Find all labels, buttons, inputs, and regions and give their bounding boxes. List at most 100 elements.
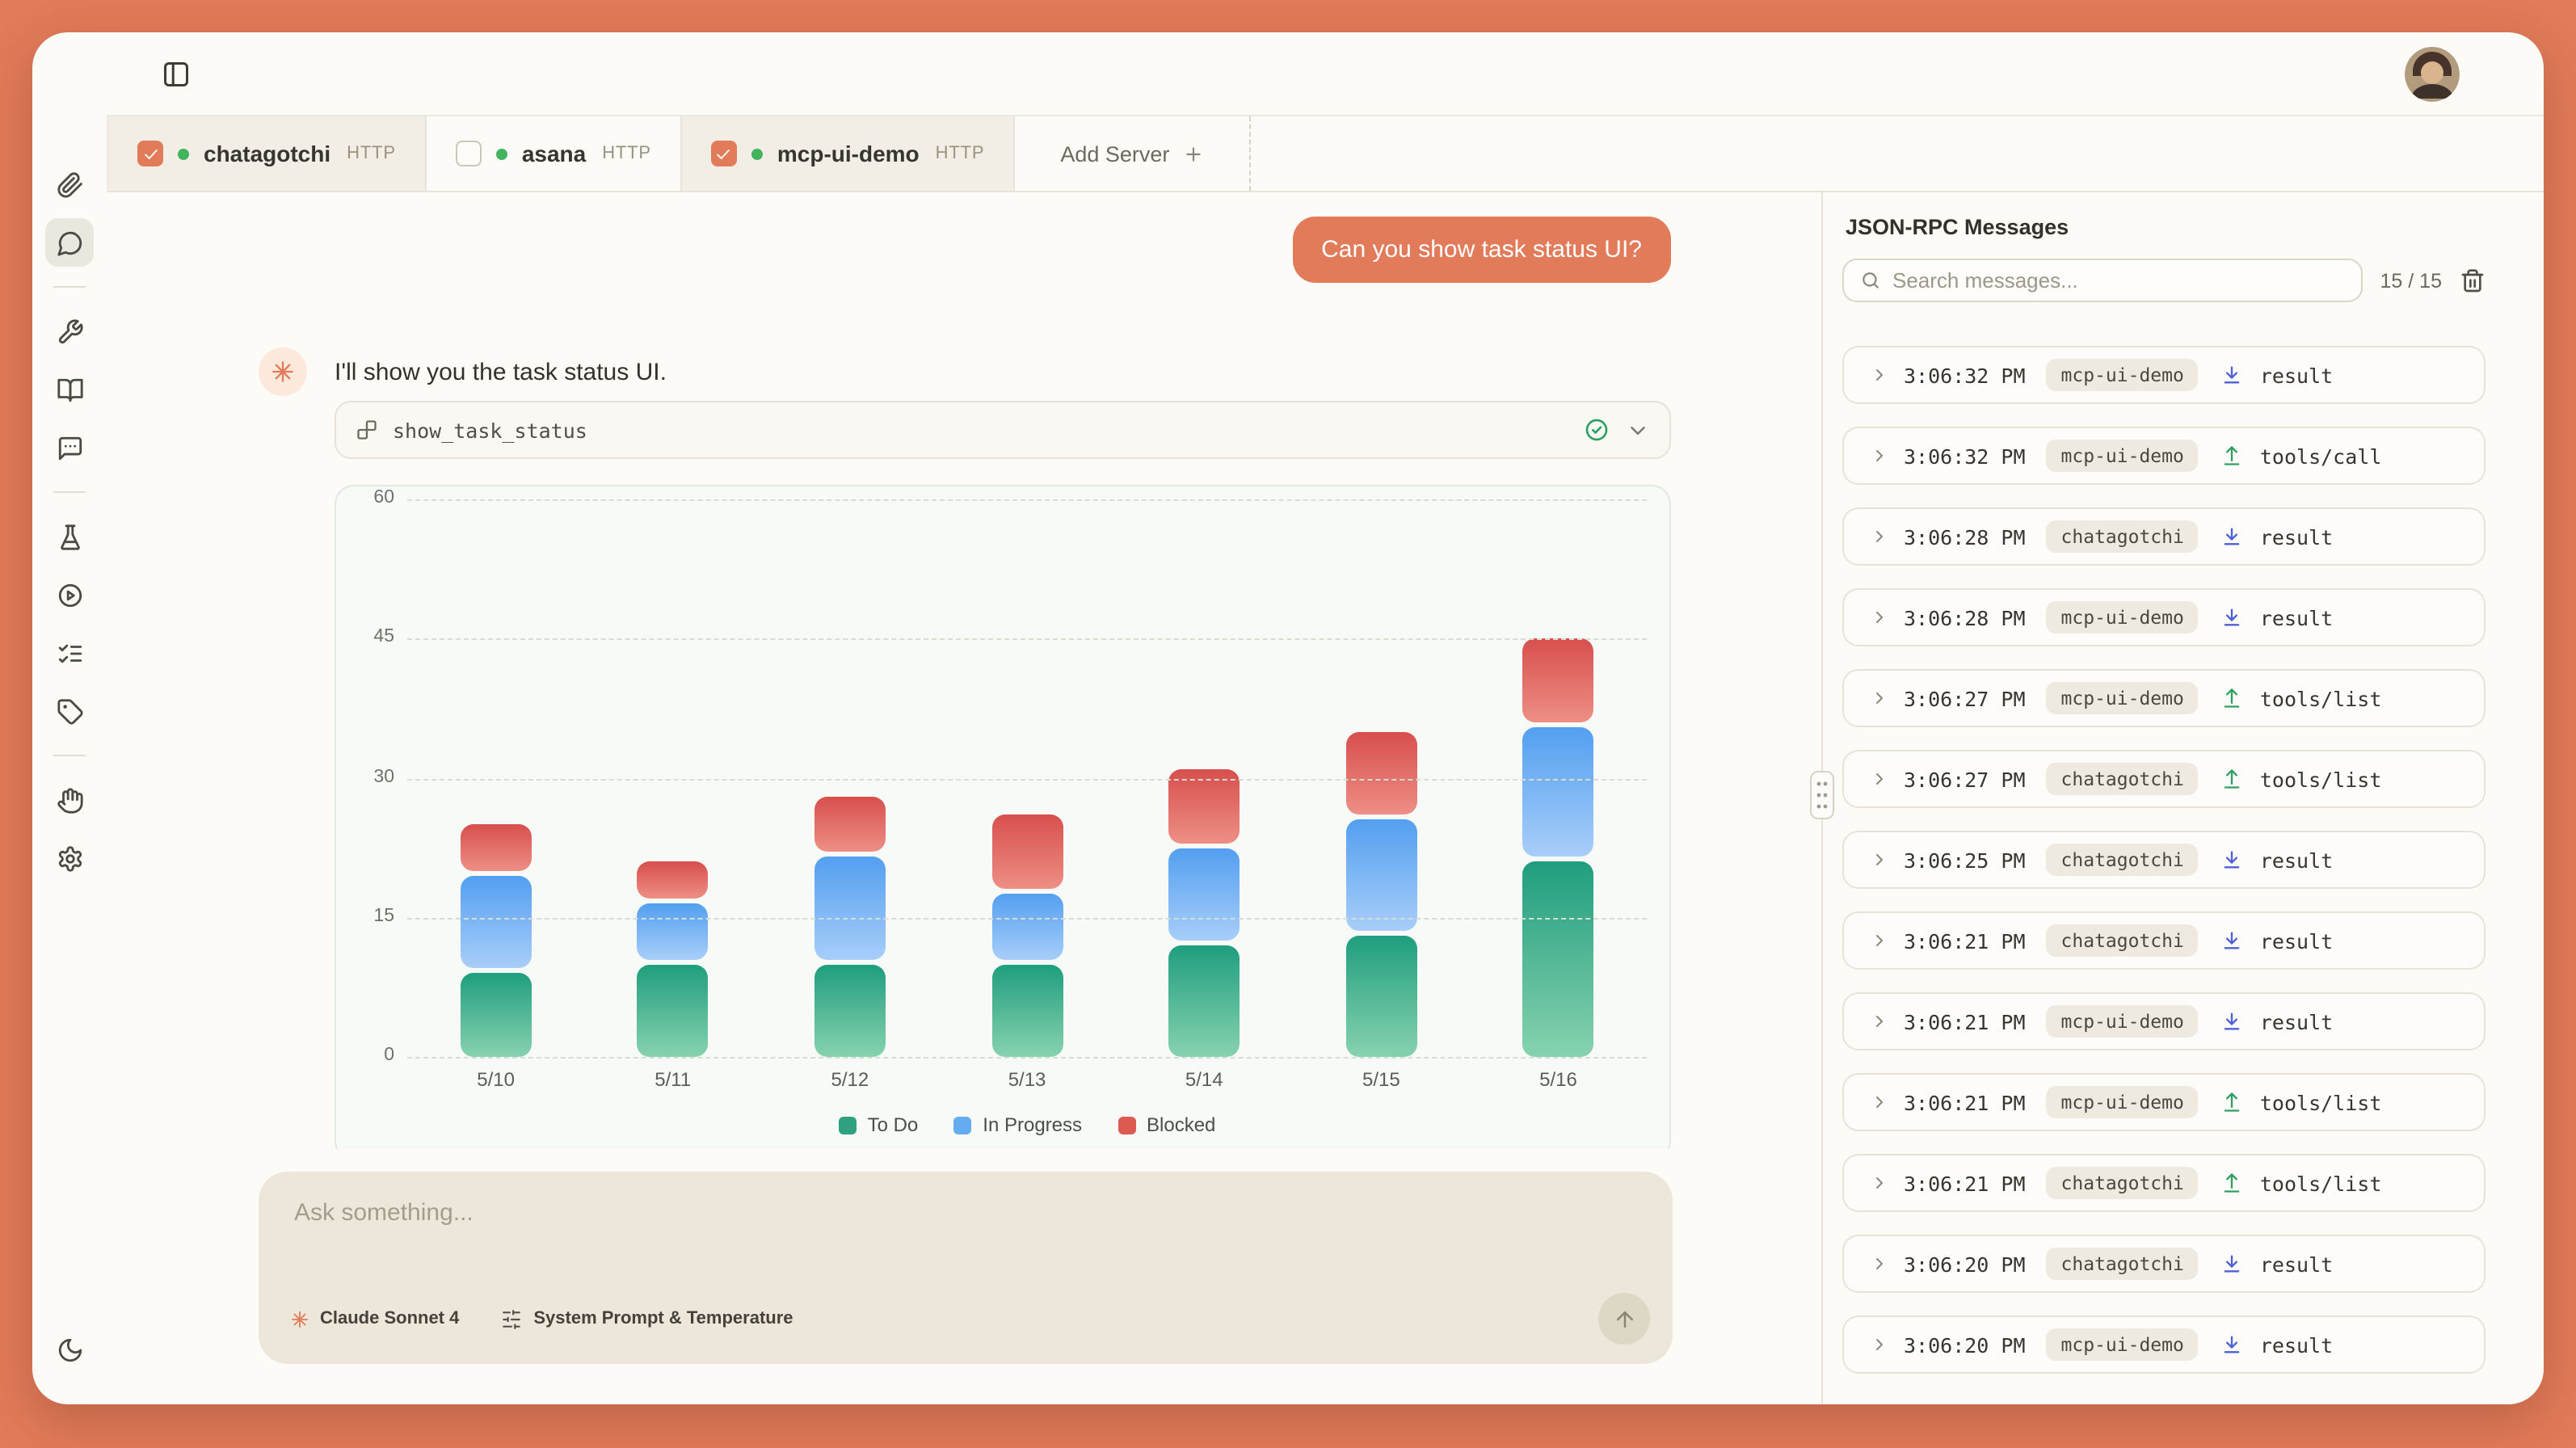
status-dot xyxy=(495,148,507,159)
panel-resize-handle[interactable] xyxy=(1810,771,1834,819)
app-window: chatagotchi HTTP asana HTTP mcp-ui-demo HTTP … xyxy=(32,32,2544,1404)
tool-call-card[interactable]: show_task_status xyxy=(335,401,1671,459)
sidebar-item-tag[interactable] xyxy=(45,687,94,735)
rpc-message-row[interactable]: 3:06:21 PM mcp-ui-demo result xyxy=(1842,992,2486,1050)
sidebar-item-hand[interactable] xyxy=(45,776,94,824)
bar-segment-blocked xyxy=(814,796,886,852)
trash-icon[interactable] xyxy=(2460,267,2486,293)
sidebar-item-paperclip[interactable] xyxy=(45,160,94,208)
book-open-icon xyxy=(56,376,83,403)
system-prompt-label: System Prompt & Temperature xyxy=(533,1309,793,1328)
add-server-button[interactable]: Add Server xyxy=(1015,116,1251,191)
system-prompt-button[interactable]: System Prompt & Temperature xyxy=(501,1308,793,1329)
chevron-right-icon xyxy=(1870,1092,1889,1112)
x-axis-label: 5/16 xyxy=(1539,1068,1577,1091)
search-input[interactable] xyxy=(1892,268,2345,293)
message-input-card[interactable]: Claude Sonnet 4 System Prompt & Temperat… xyxy=(259,1172,1673,1364)
message-method: tools/list xyxy=(2259,1171,2382,1195)
bar-segment-to-do xyxy=(991,964,1063,1057)
wrench-icon xyxy=(56,318,83,345)
sidebar-item-flask[interactable] xyxy=(45,512,94,561)
model-selector[interactable]: Claude Sonnet 4 xyxy=(291,1309,459,1328)
y-axis-label: 30 xyxy=(373,767,394,786)
tool-call-name: show_task_status xyxy=(393,418,587,442)
sidebar-item-list-checks[interactable] xyxy=(45,629,94,677)
server-protocol: HTTP xyxy=(935,144,985,163)
rpc-message-list: 3:06:32 PM mcp-ui-demo result 3:06:32 PM mcp… xyxy=(1842,346,2486,1404)
chevron-right-icon xyxy=(1870,1335,1889,1354)
server-badge: chatagotchi xyxy=(2046,520,2199,553)
rpc-message-row[interactable]: 3:06:25 PM chatagotchi result xyxy=(1842,831,2486,889)
server-tab-asana[interactable]: asana HTTP xyxy=(427,116,682,191)
rpc-message-row[interactable]: 3:06:20 PM chatagotchi result xyxy=(1842,1235,2486,1293)
checkbox-checked[interactable] xyxy=(710,141,737,166)
server-badge: chatagotchi xyxy=(2046,763,2199,795)
sidebar-toggle-icon[interactable] xyxy=(162,59,191,88)
chevron-right-icon xyxy=(1870,1254,1889,1273)
rpc-message-row[interactable]: 3:06:21 PM chatagotchi result xyxy=(1842,911,2486,970)
bar-segment-blocked xyxy=(991,814,1063,890)
sidebar-item-wrench[interactable] xyxy=(45,307,94,356)
rpc-message-row[interactable]: 3:06:21 PM mcp-ui-demo tools/list xyxy=(1842,1073,2486,1131)
rpc-panel: JSON-RPC Messages 15 / 15 3:06:32 PM mcp-… xyxy=(1823,192,2544,1404)
server-tab-chatagotchi[interactable]: chatagotchi HTTP xyxy=(108,116,427,191)
message-count: 15 / 15 xyxy=(2380,269,2442,292)
bar-segment-in-progress xyxy=(1168,848,1240,941)
bar-segment-to-do xyxy=(814,964,886,1057)
claude-spark-icon xyxy=(291,1310,309,1328)
assistant-avatar xyxy=(259,347,307,396)
stacked-bar xyxy=(814,796,886,1057)
play-circle-icon xyxy=(56,581,83,608)
legend-swatch xyxy=(1118,1116,1135,1134)
x-axis-label: 5/14 xyxy=(1185,1068,1223,1091)
user-avatar[interactable] xyxy=(2405,46,2460,101)
legend-item: To Do xyxy=(838,1113,918,1136)
sidebar-item-moon[interactable] xyxy=(45,1325,94,1374)
bar-segment-in-progress xyxy=(460,875,532,969)
chevron-right-icon xyxy=(1870,608,1889,627)
rpc-message-row[interactable]: 3:06:28 PM chatagotchi result xyxy=(1842,507,2486,566)
request-arrow-icon xyxy=(2221,768,2244,790)
sidebar-item-chat-bubble[interactable] xyxy=(45,218,94,267)
chat-column: Can you show task status UI? I'll show y… xyxy=(107,192,1821,1404)
bar-segment-in-progress xyxy=(814,857,886,959)
search-box[interactable] xyxy=(1842,259,2363,302)
gridline xyxy=(407,917,1647,920)
rpc-message-row[interactable]: 3:06:32 PM mcp-ui-demo tools/call xyxy=(1842,427,2486,485)
search-icon xyxy=(1860,270,1881,291)
sidebar-item-book-open[interactable] xyxy=(45,365,94,414)
status-dot xyxy=(751,148,763,159)
chat-messages: Can you show task status UI? I'll show y… xyxy=(107,192,1821,1149)
message-input[interactable] xyxy=(259,1172,1543,1261)
message-method: result xyxy=(2259,524,2334,549)
send-button[interactable] xyxy=(1598,1293,1650,1345)
message-method: tools/list xyxy=(2259,767,2382,791)
rpc-message-row[interactable]: 3:06:20 PM mcp-ui-demo result xyxy=(1842,1315,2486,1374)
rpc-message-row[interactable]: 3:06:32 PM mcp-ui-demo result xyxy=(1842,346,2486,404)
response-arrow-icon xyxy=(2221,1010,2244,1033)
request-arrow-icon xyxy=(2221,444,2244,467)
response-arrow-icon xyxy=(2221,606,2244,629)
legend-item: In Progress xyxy=(953,1113,1082,1136)
rpc-message-row[interactable]: 3:06:27 PM mcp-ui-demo tools/list xyxy=(1842,669,2486,727)
tool-blocks-icon xyxy=(356,419,378,441)
sidebar-divider xyxy=(53,491,86,493)
chevron-right-icon xyxy=(1870,850,1889,869)
sidebar-item-message-square[interactable] xyxy=(45,423,94,472)
server-tabs: chatagotchi HTTP asana HTTP mcp-ui-demo HTTP … xyxy=(107,116,2544,192)
message-method: result xyxy=(2259,1332,2334,1357)
sidebar-item-gear[interactable] xyxy=(45,834,94,882)
checkbox-checked[interactable] xyxy=(137,141,163,166)
rpc-message-row[interactable]: 3:06:28 PM mcp-ui-demo result xyxy=(1842,588,2486,646)
message-method: result xyxy=(2259,1252,2334,1276)
plus-icon xyxy=(1182,143,1203,164)
sidebar-item-play-circle[interactable] xyxy=(45,570,94,619)
checkbox-unchecked[interactable] xyxy=(455,141,482,166)
bar-segment-in-progress xyxy=(1522,726,1594,857)
chevron-down-icon[interactable] xyxy=(1626,418,1650,442)
rpc-message-row[interactable]: 3:06:27 PM chatagotchi tools/list xyxy=(1842,750,2486,808)
rpc-message-row[interactable]: 3:06:21 PM chatagotchi tools/list xyxy=(1842,1154,2486,1212)
y-axis-label: 15 xyxy=(373,906,394,926)
main-content: chatagotchi HTTP asana HTTP mcp-ui-demo HTTP … xyxy=(107,32,2544,1404)
server-tab-mcp-ui-demo[interactable]: mcp-ui-demo HTTP xyxy=(681,116,1016,191)
